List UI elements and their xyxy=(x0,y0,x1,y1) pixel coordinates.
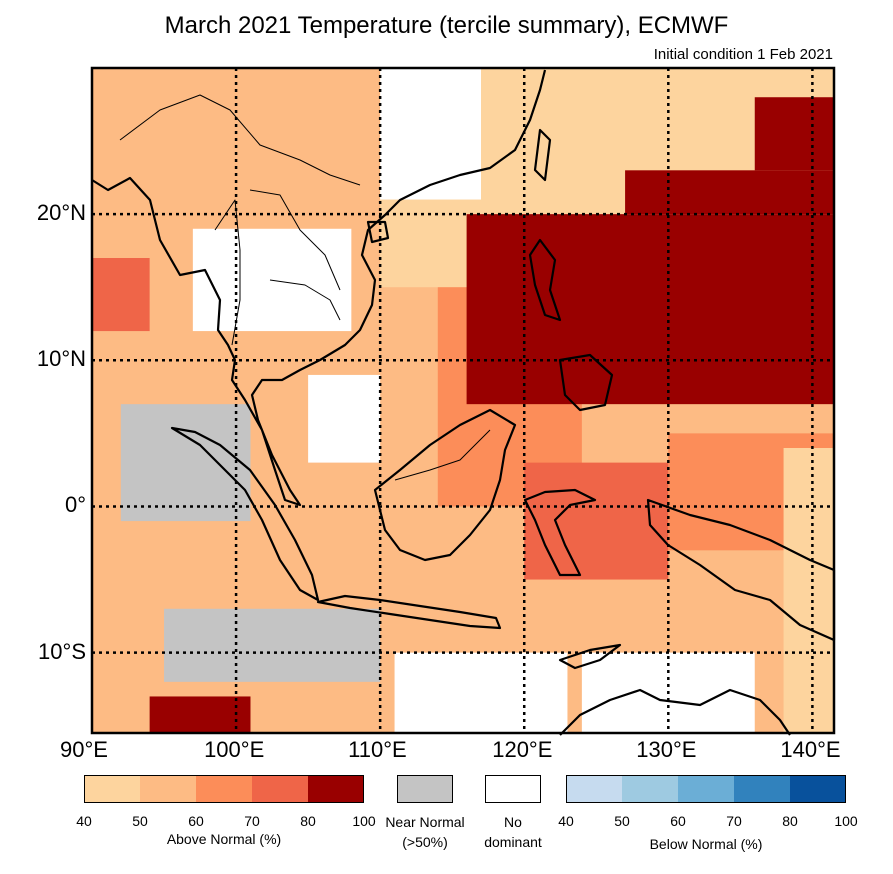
border-myanmar-thailand xyxy=(214,199,241,346)
coastline-australia xyxy=(559,688,791,736)
forecast-region xyxy=(380,68,482,200)
below-normal-colorbar xyxy=(566,775,846,803)
border-laos-vietnam xyxy=(249,189,341,291)
coastlines xyxy=(91,69,836,736)
colorbar-segment xyxy=(140,775,196,803)
near-normal-swatch xyxy=(397,775,453,803)
coastline-luzon xyxy=(528,238,562,322)
forecast-region xyxy=(524,462,669,580)
coastline-borneo xyxy=(373,408,517,562)
country-borders xyxy=(119,94,491,481)
colorbar-segment xyxy=(790,775,846,803)
forecast-region xyxy=(149,696,251,733)
forecast-region xyxy=(625,170,834,215)
map-title: March 2021 Temperature (tercile summary)… xyxy=(164,12,729,39)
colorbar-tick-label: 50 xyxy=(614,813,630,829)
forecast-region xyxy=(164,608,381,682)
colorbar-segment xyxy=(678,775,734,803)
border-borneo xyxy=(394,429,491,481)
longitude-label: 100°E xyxy=(204,737,265,762)
colorbar-frame xyxy=(566,775,846,803)
latitude-label: 0° xyxy=(64,492,86,518)
colorbar-tick-label: 70 xyxy=(244,813,260,829)
colorbar-segment xyxy=(196,775,252,803)
above-normal-caption: Above Normal (%) xyxy=(166,831,282,847)
longitude-label: 130°E xyxy=(636,737,697,762)
below-normal-caption: Below Normal (%) xyxy=(649,836,763,852)
no-dominant-caption-line1: No xyxy=(504,814,522,830)
colorbar-tick-label: 80 xyxy=(300,813,316,829)
coastline-sulawesi xyxy=(523,488,597,577)
coastline-sumatra xyxy=(170,426,320,602)
colorbar-tick-label: 60 xyxy=(188,813,204,829)
coastline-new-guinea xyxy=(646,498,836,642)
colorbar-frame xyxy=(84,775,364,803)
near-normal-caption-line2: (>50%) xyxy=(402,834,448,850)
colorbar-tick-label: 50 xyxy=(132,813,148,829)
colorbar-segment xyxy=(622,775,678,803)
forecast-region xyxy=(120,404,251,522)
colorbar-tick-label: 40 xyxy=(558,813,574,829)
longitude-label: 120°E xyxy=(492,737,553,762)
colorbar-segment xyxy=(734,775,790,803)
colorbar-tick-label: 80 xyxy=(782,813,798,829)
forecast-region xyxy=(466,214,834,405)
forecast-region xyxy=(754,97,834,171)
latitude-label: 10°S xyxy=(38,638,86,664)
colorbar-tick-label: 100 xyxy=(834,813,858,829)
coastline-taiwan xyxy=(533,128,552,182)
forecast-region xyxy=(92,258,150,332)
coastline-mindanao xyxy=(558,353,614,412)
longitude-label: 140°E xyxy=(780,737,841,762)
above-normal-colorbar xyxy=(84,775,364,803)
near-normal-caption-line1: Near Normal xyxy=(385,814,465,830)
longitude-label: 90°E xyxy=(60,737,108,762)
colorbar-tick-label: 100 xyxy=(352,813,376,829)
coastline-mainland xyxy=(91,69,547,507)
no-dominant-caption-line2: dominant xyxy=(484,834,542,850)
no-dominant-swatch xyxy=(485,775,541,803)
coastline-java xyxy=(316,594,502,630)
colorbar-segment xyxy=(566,775,622,803)
latitude-label: 20°N xyxy=(36,200,86,226)
graticule xyxy=(92,68,834,733)
forecast-region xyxy=(308,374,381,463)
colorbar-tick-label: 70 xyxy=(726,813,742,829)
border-cambodia xyxy=(269,279,341,321)
colorbar-tick-label: 60 xyxy=(670,813,686,829)
colorbar-segment xyxy=(308,775,364,803)
forecast-cells xyxy=(92,68,834,733)
border-china xyxy=(119,94,361,186)
colorbar-segment xyxy=(84,775,140,803)
forecast-region xyxy=(394,652,568,733)
map-frame xyxy=(90,66,836,735)
colorbar-segment xyxy=(252,775,308,803)
colorbar-tick-label: 40 xyxy=(76,813,92,829)
longitude-label: 110°E xyxy=(348,737,407,762)
map-subtitle: Initial condition 1 Feb 2021 xyxy=(653,46,833,63)
forecast-region xyxy=(783,448,834,733)
latitude-label: 10°N xyxy=(36,346,86,372)
